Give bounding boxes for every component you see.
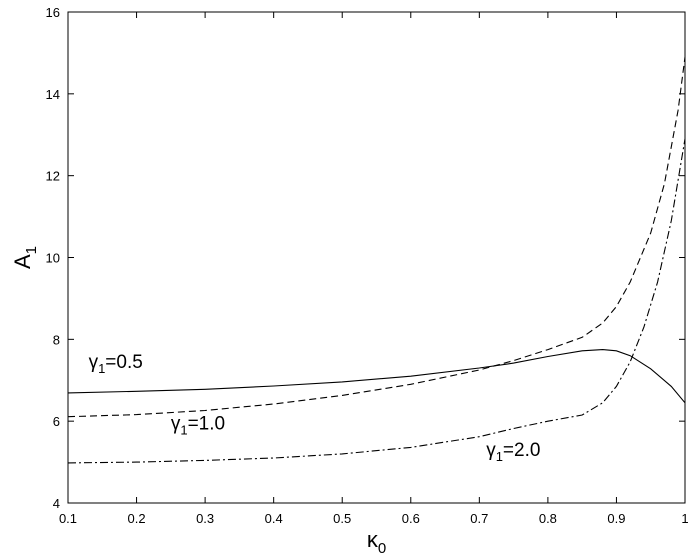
y-tick-label: 6 — [53, 414, 60, 429]
x-tick-label: 0.2 — [128, 511, 146, 526]
y-tick-label: 10 — [46, 251, 60, 266]
y-axis-label: A1 — [10, 246, 40, 269]
x-tick-label: 0.8 — [539, 511, 557, 526]
series-line-dashdot — [67, 138, 686, 464]
curve-annotation: γ1=0.5 — [89, 352, 143, 376]
x-tick-label: 0.6 — [402, 511, 420, 526]
x-axis-label-sub: 0 — [378, 540, 386, 557]
x-tick-label: 1 — [681, 511, 688, 526]
x-tick-label: 0.4 — [265, 511, 283, 526]
y-tick-label: 12 — [46, 169, 60, 184]
x-tick-label: 0.1 — [59, 511, 77, 526]
y-axis-label-main: A — [10, 254, 35, 269]
x-ticks: 0.1 0.2 0.3 0.4 0.5 0.6 0.7 0.8 0.9 1 — [59, 12, 689, 526]
y-ticks: 4 6 8 10 12 14 16 — [46, 5, 685, 511]
x-tick-label: 0.5 — [333, 511, 351, 526]
series-line-dashed — [67, 56, 686, 418]
x-axis-label: κ0 — [367, 527, 386, 557]
y-tick-label: 14 — [46, 87, 60, 102]
curve-annotation: γ1=2.0 — [486, 440, 540, 464]
curve-annotation: γ1=1.0 — [171, 413, 225, 437]
x-tick-label: 0.7 — [470, 511, 488, 526]
y-tick-label: 8 — [53, 332, 60, 347]
y-axis-label-sub: 1 — [23, 246, 40, 254]
y-tick-label: 16 — [46, 5, 60, 20]
series-line-solid — [67, 349, 686, 404]
x-tick-label: 0.9 — [607, 511, 625, 526]
x-tick-label: 0.3 — [196, 511, 214, 526]
annotations-group: γ1=0.5 γ1=1.0 γ1=2.0 — [89, 352, 541, 464]
y-tick-label: 4 — [53, 496, 60, 511]
series-group — [67, 56, 686, 464]
plot-frame — [67, 11, 686, 504]
x-axis-label-main: κ — [367, 527, 379, 552]
